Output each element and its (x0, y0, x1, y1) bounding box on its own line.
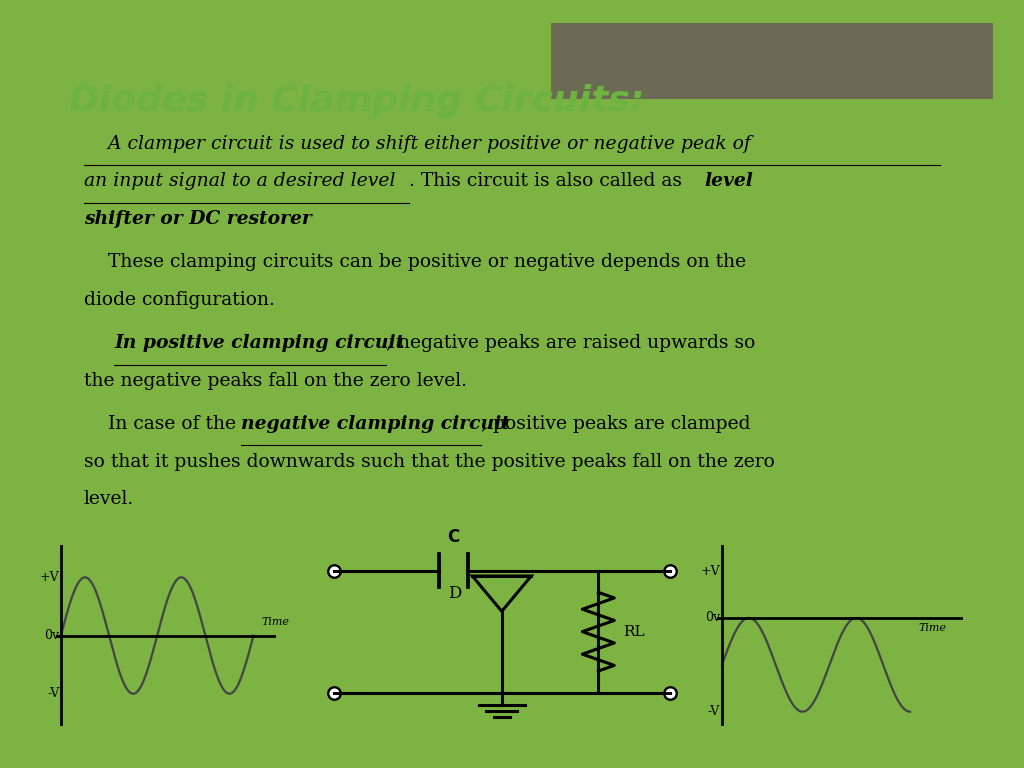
Text: 0v: 0v (706, 611, 720, 624)
Text: negative clamping circuit: negative clamping circuit (241, 415, 509, 433)
Text: +V: +V (700, 564, 720, 578)
Text: Time: Time (919, 623, 946, 633)
Text: In case of the: In case of the (84, 415, 242, 433)
Text: , negative peaks are raised upwards so: , negative peaks are raised upwards so (386, 334, 756, 353)
Text: so that it pushes downwards such that the positive peaks fall on the zero: so that it pushes downwards such that th… (84, 452, 774, 471)
Text: Diodes in Clamping Circuits:: Diodes in Clamping Circuits: (70, 84, 644, 118)
Bar (551, 23, 993, 99)
Text: level.: level. (84, 490, 134, 508)
Text: , positive peaks are clamped: , positive peaks are clamped (481, 415, 751, 433)
Text: shifter or DC restorer: shifter or DC restorer (84, 210, 311, 228)
Text: -V: -V (708, 705, 720, 718)
Text: the negative peaks fall on the zero level.: the negative peaks fall on the zero leve… (84, 372, 467, 389)
Text: level: level (705, 173, 754, 190)
Text: -V: -V (47, 687, 59, 700)
Text: Time: Time (261, 617, 289, 627)
Text: diode configuration.: diode configuration. (84, 291, 274, 309)
Text: A clamper circuit is used to shift either positive or negative peak of: A clamper circuit is used to shift eithe… (84, 135, 751, 153)
Text: . This circuit is also called as: . This circuit is also called as (409, 173, 688, 190)
Text: These clamping circuits can be positive or negative depends on the: These clamping circuits can be positive … (84, 253, 745, 271)
Text: In positive clamping circuit: In positive clamping circuit (115, 334, 404, 353)
Text: .: . (291, 210, 297, 228)
Text: RL: RL (623, 624, 644, 639)
Text: +V: +V (40, 571, 59, 584)
Text: an input signal to a desired level: an input signal to a desired level (84, 173, 395, 190)
Text: D: D (449, 585, 462, 602)
Text: 0v: 0v (44, 629, 59, 642)
Text: C: C (447, 528, 460, 546)
